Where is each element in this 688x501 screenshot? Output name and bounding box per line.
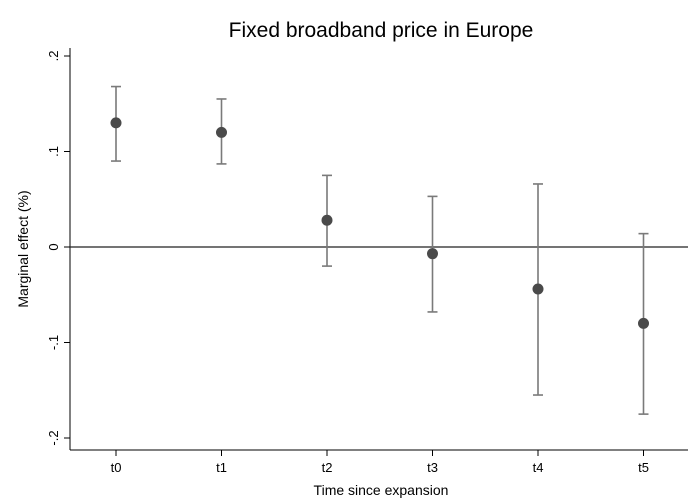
y-ticks: -.2 -.1 0 .1 .2 xyxy=(46,51,70,446)
point-t5 xyxy=(638,317,649,329)
x-tick-label-t2: t2 xyxy=(322,460,333,475)
y-tick-label-4: .2 xyxy=(46,51,61,62)
point-t0 xyxy=(110,117,122,129)
point-t2 xyxy=(321,214,333,226)
x-tick-label-t0: t0 xyxy=(111,460,122,475)
point-t4 xyxy=(532,283,544,295)
y-tick-label-3: .1 xyxy=(46,146,61,157)
x-axis-label: Time since expansion xyxy=(314,482,449,498)
x-tick-label-t3: t3 xyxy=(427,460,438,475)
x-tick-label-t5: t5 xyxy=(638,460,649,475)
y-tick-label-1: -.1 xyxy=(46,335,61,350)
y-tick-label-0: -.2 xyxy=(46,430,61,445)
y-axis-label: Marginal effect (%) xyxy=(15,190,31,307)
chart-title: Fixed broadband price in Europe xyxy=(229,19,534,42)
y-tick-label-2: 0 xyxy=(46,243,61,250)
point-estimates xyxy=(110,117,649,329)
x-ticks: t0 t1 t2 t3 t4 t5 xyxy=(111,450,649,475)
point-t1 xyxy=(216,126,227,138)
point-t3 xyxy=(427,248,438,260)
x-tick-label-t1: t1 xyxy=(216,460,227,475)
error-bars xyxy=(111,85,649,415)
x-tick-label-t4: t4 xyxy=(533,460,544,475)
